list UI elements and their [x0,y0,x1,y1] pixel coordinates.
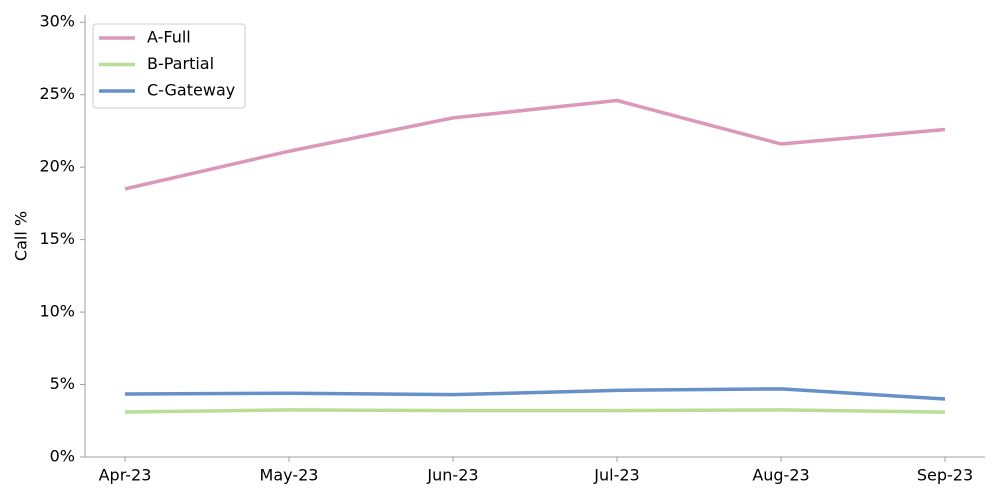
x-tick-label: Jul-23 [593,466,639,485]
legend: A-Full B-Partial C-Gateway [92,23,246,109]
y-axis-label: Call % [12,211,31,261]
legend-label: C-Gateway [147,81,235,100]
y-tick-label: 15% [39,229,75,248]
legend-box [92,23,246,109]
y-tick-label: 20% [39,157,75,176]
x-tick-label: Apr-23 [99,466,152,485]
y-tick-label: 25% [39,84,75,103]
x-tick-label: May-23 [260,466,319,485]
legend-label: A-Full [147,28,191,47]
y-tick-label: 10% [39,302,75,321]
legend-label: B-Partial [147,54,214,73]
x-tick-label: Jun-23 [426,466,478,485]
series-line [124,98,946,191]
x-tick-label: Aug-23 [752,466,809,485]
y-tick-label: 5% [50,374,75,393]
y-tick-label: 30% [39,12,75,31]
x-tick-label: Sep-23 [917,466,973,485]
y-tick-label: 0% [50,447,75,466]
series-line [124,408,946,414]
series-line [124,387,946,401]
